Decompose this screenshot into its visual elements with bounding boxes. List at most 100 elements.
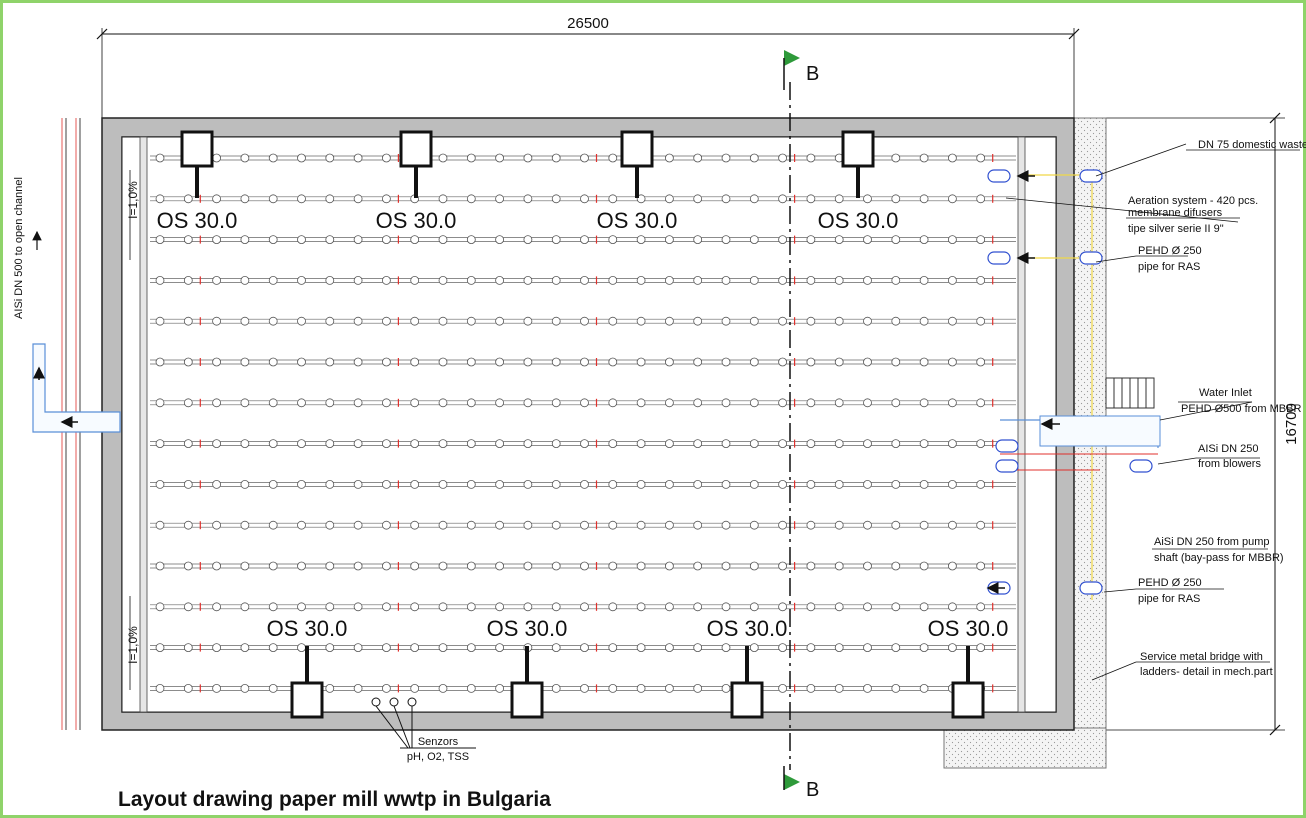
diffuser	[268, 275, 278, 285]
mixer-bottom-2-label: OS 30.0	[487, 616, 568, 641]
diffuser	[268, 602, 278, 612]
diffuser	[325, 602, 335, 612]
bridge-note-2: ladders- detail in mech.part	[1140, 666, 1273, 678]
leader-lines	[1005, 143, 1300, 681]
section-label-bottom: B	[806, 779, 819, 801]
diffuser	[806, 275, 816, 285]
diffuser	[466, 439, 476, 449]
diffuser	[240, 235, 250, 245]
outlet-pipe: AISi DN 500 to open channel	[13, 118, 121, 730]
aeration-row	[150, 561, 1016, 571]
diffuser	[608, 357, 618, 367]
diffuser	[636, 479, 646, 489]
diffuser	[381, 194, 391, 204]
diffuser	[551, 643, 561, 652]
diffuser	[466, 316, 476, 326]
diffuser	[381, 643, 391, 652]
diffuser	[665, 684, 674, 693]
diffuser	[523, 439, 533, 449]
diffuser	[721, 275, 731, 285]
diffuser	[749, 479, 759, 489]
diffuser	[834, 561, 844, 571]
diffuser	[891, 561, 901, 571]
diffuser	[212, 235, 222, 245]
diffuser	[353, 684, 363, 693]
diffuser	[608, 684, 618, 693]
diffuser	[919, 316, 929, 326]
diffuser	[891, 479, 901, 489]
diffuser	[268, 520, 278, 530]
diffuser	[721, 194, 731, 204]
diffuser	[778, 316, 787, 326]
diffuser	[268, 684, 278, 693]
diffuser	[297, 153, 306, 163]
diffuser	[240, 194, 250, 204]
diffuser	[155, 357, 165, 367]
diffuser	[834, 684, 844, 693]
diffuser	[834, 275, 844, 285]
diffuser	[721, 357, 731, 367]
diffuser	[580, 194, 589, 204]
diffuser	[721, 153, 731, 163]
diffuser	[353, 316, 363, 326]
aeration-grid	[150, 153, 1016, 693]
diffuser	[240, 561, 250, 571]
diffuser	[495, 398, 505, 408]
diffuser	[863, 520, 872, 530]
diffuser	[466, 520, 476, 530]
diffuser	[495, 439, 505, 449]
diffuser	[353, 235, 363, 245]
pehd-ras2-note-2: pipe for RAS	[1138, 593, 1200, 605]
mixer-top-4-label: OS 30.0	[818, 208, 899, 233]
diffuser	[240, 316, 250, 326]
diffuser	[353, 643, 363, 652]
diffuser	[806, 316, 816, 326]
diffuser	[410, 439, 420, 449]
diffuser	[551, 479, 561, 489]
diffuser	[268, 153, 278, 163]
annotations: DN 75 domestic wastewater Aeration syste…	[1128, 139, 1306, 678]
diffuser	[523, 602, 533, 612]
diffuser	[523, 398, 533, 408]
diffuser	[381, 357, 391, 367]
diffuser	[325, 357, 335, 367]
diffuser	[693, 479, 703, 489]
diffuser	[466, 235, 476, 245]
diffuser	[749, 643, 759, 652]
aeration-note-3: tipe silver serie II 9"	[1128, 223, 1224, 235]
diffuser	[438, 439, 448, 449]
diffuser	[495, 153, 505, 163]
diffuser	[183, 643, 193, 652]
diffuser	[438, 316, 448, 326]
diffuser	[240, 439, 250, 449]
diffuser	[523, 235, 533, 245]
diffuser	[438, 153, 448, 163]
diffuser	[410, 684, 420, 693]
diffuser	[948, 357, 957, 367]
bridge-note-1: Service metal bridge with	[1140, 651, 1263, 663]
diffuser	[919, 153, 929, 163]
diffuser	[919, 357, 929, 367]
diffuser	[523, 153, 533, 163]
diffuser	[325, 643, 335, 652]
diffuser	[325, 561, 335, 571]
diffuser	[693, 275, 703, 285]
diffuser	[297, 235, 306, 245]
diffuser	[721, 316, 731, 326]
section-label-top: B	[806, 63, 819, 85]
diffuser	[834, 602, 844, 612]
diffuser	[410, 275, 420, 285]
diffuser	[580, 398, 589, 408]
diffuser	[495, 643, 505, 652]
diffuser	[778, 235, 787, 245]
diffuser	[297, 643, 306, 652]
diffuser	[891, 643, 901, 652]
diffuser	[976, 235, 986, 245]
diffuser	[778, 357, 787, 367]
diffuser	[325, 479, 335, 489]
diffuser	[693, 153, 703, 163]
diffuser	[297, 439, 306, 449]
diffuser	[834, 194, 844, 204]
diffuser	[665, 153, 674, 163]
mixer-bottom-3-label: OS 30.0	[707, 616, 788, 641]
